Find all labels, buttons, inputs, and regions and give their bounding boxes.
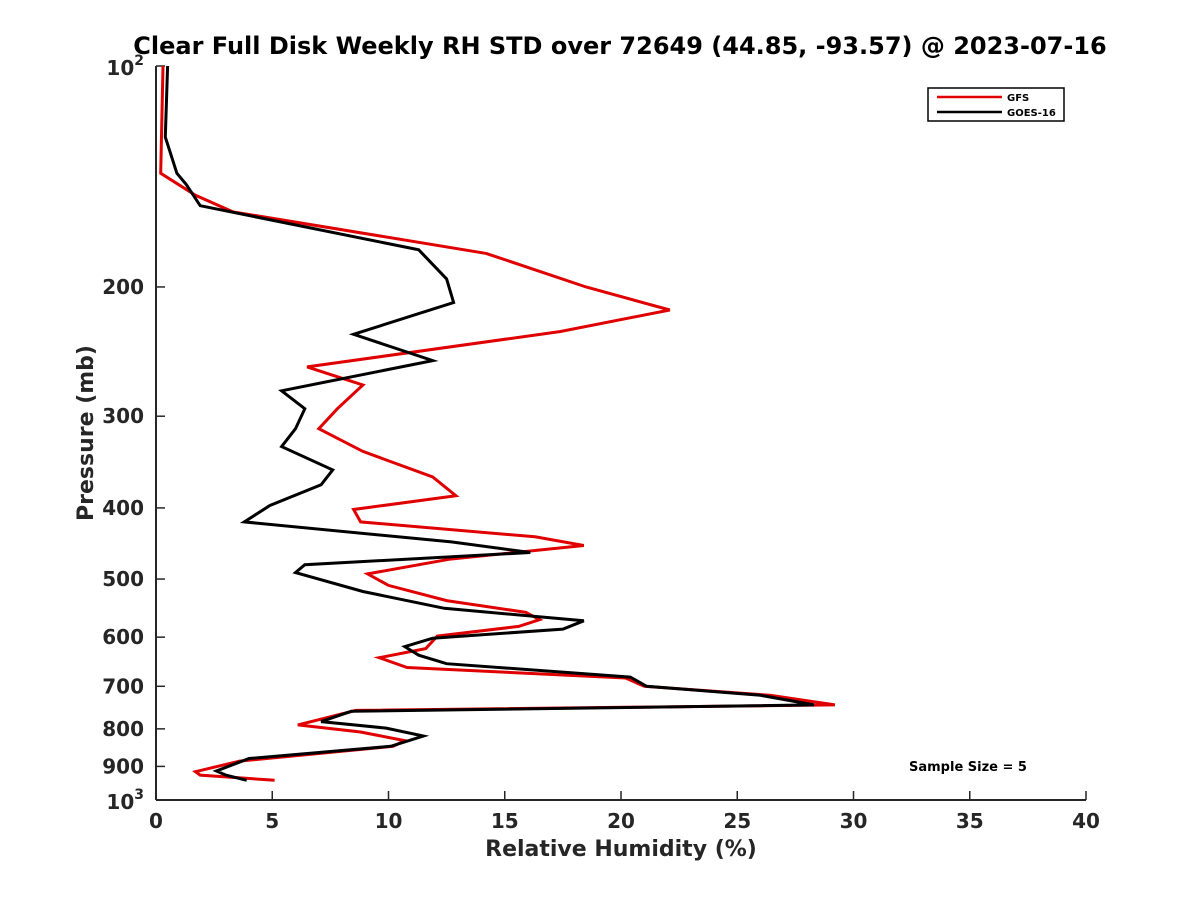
y-tick-label: 400 bbox=[102, 496, 144, 520]
legend-label: GFS bbox=[1007, 93, 1029, 104]
x-axis-ticks: 0 5 10 15 20 25 30 35 40 bbox=[149, 791, 1100, 833]
series-line-gfs bbox=[159, 65, 836, 782]
y-tick-label: 200 bbox=[102, 275, 144, 299]
series-line-goes-16 bbox=[163, 65, 815, 782]
x-tick-label: 20 bbox=[607, 809, 635, 833]
x-tick-label: 0 bbox=[149, 809, 163, 833]
y-tick-label-base: 10 bbox=[106, 790, 134, 814]
x-tick-label: 30 bbox=[840, 809, 868, 833]
sample-size-annotation: Sample Size = 5 bbox=[909, 760, 1027, 775]
x-tick-label: 15 bbox=[491, 809, 519, 833]
legend-box bbox=[927, 87, 1065, 122]
y-tick-label: 102 bbox=[106, 53, 144, 80]
x-tick-label: 40 bbox=[1072, 809, 1100, 833]
y-tick-label-base: 10 bbox=[106, 56, 134, 80]
y-axis-label: Pressure (mb) bbox=[74, 345, 99, 521]
x-tick-label: 5 bbox=[265, 809, 279, 833]
x-tick-label: 25 bbox=[723, 809, 751, 833]
series-lines bbox=[159, 65, 836, 782]
y-tick-label: 900 bbox=[102, 754, 144, 778]
y-tick-label-exponent: 3 bbox=[134, 787, 144, 803]
y-tick-label: 103 bbox=[106, 787, 144, 814]
y-tick-label: 300 bbox=[102, 404, 144, 428]
y-tick-label: 800 bbox=[102, 717, 144, 741]
y-tick-label: 600 bbox=[102, 625, 144, 649]
legend-label: GOES-16 bbox=[1007, 108, 1056, 119]
legend: GFS GOES-16 bbox=[927, 87, 1065, 122]
y-tick-label: 500 bbox=[102, 567, 144, 591]
x-axis-label: Relative Humidity (%) bbox=[485, 837, 757, 862]
y-tick-label-exponent: 2 bbox=[134, 53, 144, 69]
chart-title: Clear Full Disk Weekly RH STD over 72649… bbox=[133, 32, 1106, 60]
y-tick-label: 700 bbox=[102, 674, 144, 698]
x-tick-label: 35 bbox=[956, 809, 984, 833]
x-tick-label: 10 bbox=[375, 809, 403, 833]
